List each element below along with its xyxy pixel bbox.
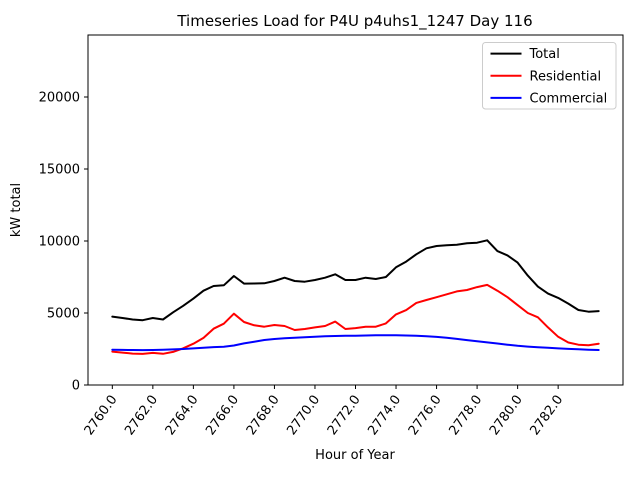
series-line-residential xyxy=(111,283,600,355)
legend-label-residential: Residential xyxy=(530,69,602,84)
plot-border xyxy=(87,34,624,386)
legend-label-commercial: Commercial xyxy=(530,91,608,106)
x-axis-label: Hour of Year xyxy=(315,448,395,463)
y-tick-label: 20000 xyxy=(39,90,80,105)
chart-title: Timeseries Load for P4U p4uhs1_1247 Day … xyxy=(176,12,532,31)
legend-box xyxy=(482,42,617,110)
legend-label-total: Total xyxy=(529,47,560,62)
series-line-commercial xyxy=(111,334,600,352)
series-line-total xyxy=(111,239,600,322)
y-tick-label: 5000 xyxy=(47,306,80,321)
y-tick-label: 15000 xyxy=(39,162,80,177)
data-series-lines xyxy=(111,239,600,355)
y-tick-label: 10000 xyxy=(39,234,80,249)
legend: Total Residential Commercial xyxy=(482,42,617,110)
y-axis-ticks: 0 5000 10000 15000 20000 xyxy=(39,90,88,394)
y-tick-label: 0 xyxy=(72,379,80,394)
y-axis-label: kW total xyxy=(9,183,24,237)
